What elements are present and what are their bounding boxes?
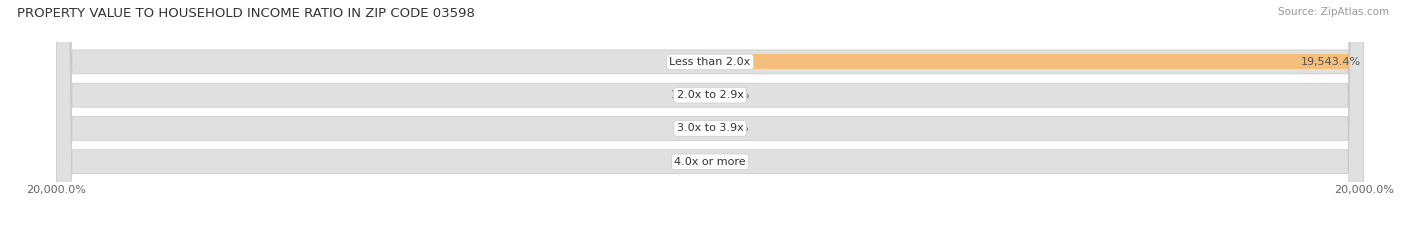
Text: 3.0x to 3.9x: 3.0x to 3.9x (676, 123, 744, 134)
Text: 4.0x or more: 4.0x or more (675, 157, 745, 167)
Text: Source: ZipAtlas.com: Source: ZipAtlas.com (1278, 7, 1389, 17)
Text: 10.2%: 10.2% (713, 157, 748, 167)
Text: 50.8%: 50.8% (714, 90, 749, 100)
Bar (710, 88, 711, 103)
Text: 42.1%: 42.1% (671, 157, 706, 167)
Text: 34.9%: 34.9% (671, 57, 706, 67)
Text: 18.9%: 18.9% (671, 90, 707, 100)
FancyBboxPatch shape (56, 0, 1364, 233)
FancyBboxPatch shape (56, 0, 1364, 233)
Text: 2.0x to 2.9x: 2.0x to 2.9x (676, 90, 744, 100)
Text: PROPERTY VALUE TO HOUSEHOLD INCOME RATIO IN ZIP CODE 03598: PROPERTY VALUE TO HOUSEHOLD INCOME RATIO… (17, 7, 475, 20)
Text: 21.2%: 21.2% (713, 123, 749, 134)
FancyBboxPatch shape (56, 0, 1364, 233)
Text: 19,543.4%: 19,543.4% (1301, 57, 1361, 67)
FancyBboxPatch shape (56, 0, 1364, 233)
Text: 4.2%: 4.2% (679, 123, 707, 134)
Bar (710, 55, 1348, 69)
Text: Less than 2.0x: Less than 2.0x (669, 57, 751, 67)
